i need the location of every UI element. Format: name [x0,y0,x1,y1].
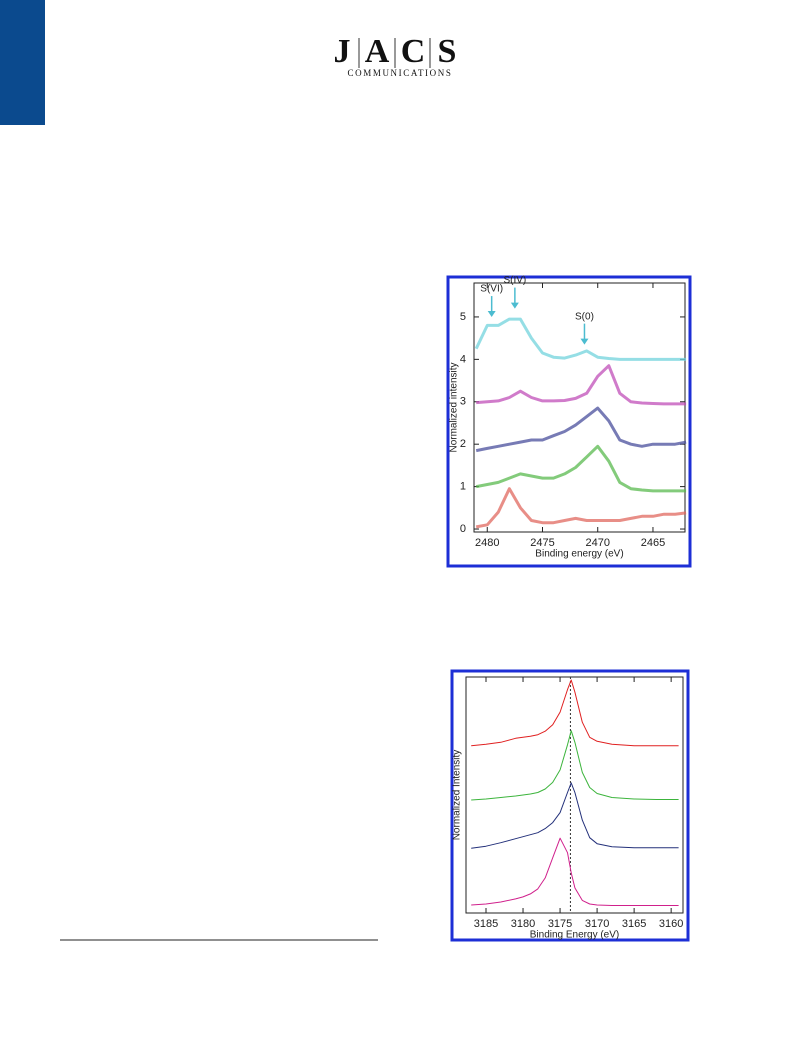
y-tick-label: 4 [460,353,466,365]
y-tick-label: 2 [460,438,466,450]
y-tick-label: 5 [460,311,466,323]
y-tick-label: 3 [460,396,466,408]
spectrum-line [471,782,679,849]
logo-letter: A [365,33,390,70]
x-tick-label: 3170 [585,918,609,930]
x-axis-label: Binding energy (eV) [535,549,623,560]
x-tick-label: 3185 [474,918,498,930]
spectrum-line [471,837,679,906]
x-tick-label: 2465 [641,537,665,549]
x-tick-label: 3165 [622,918,646,930]
annotation: S(IV) [503,275,526,286]
spectrum-line [471,730,679,801]
spectrum-line [475,487,687,529]
x-tick-label: 2480 [475,537,499,549]
annotation-arrowhead [510,302,519,309]
x-tick-label: 3180 [511,918,535,930]
y-axis-label: Normalized Intensity [452,750,463,841]
sidebar [0,0,45,125]
plot-area [473,282,686,533]
logo-letter: C [401,33,426,70]
annotation: S(0) [575,311,594,322]
y-axis-label: Normalized intensity [449,362,460,452]
annotation: S(VI) [480,284,503,295]
spectrum-line [476,364,687,406]
logo-letter: S [438,33,457,70]
x-tick-label: 3175 [548,918,572,930]
spectrum-line [471,679,679,747]
spectrum-line [475,444,687,493]
y-tick-label: 0 [460,523,466,535]
x-tick-label: 3160 [659,918,683,930]
x-tick-label: 2475 [530,537,554,549]
annotation-arrowhead [487,311,496,318]
plot-area [465,676,684,914]
logo-subtitle: COMMUNICATIONS [348,68,453,78]
spectrum-line [474,317,687,361]
x-tick-label: 2470 [585,537,609,549]
figure-frame [446,275,692,568]
y-tick-label: 1 [460,481,466,493]
x-axis-label: Binding Energy (eV) [530,930,620,941]
annotation-arrowhead [580,338,589,345]
logo-letter: J [334,33,351,70]
spectrum-line [475,406,687,453]
